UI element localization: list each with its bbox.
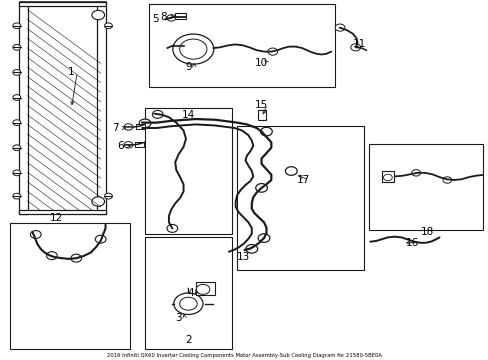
Text: 4: 4 (187, 288, 194, 298)
Circle shape (173, 293, 203, 315)
Bar (136, 125, 145, 129)
Text: 16: 16 (405, 238, 419, 248)
Circle shape (442, 177, 451, 183)
Circle shape (92, 10, 104, 20)
Bar (195, 282, 215, 295)
Text: 15: 15 (254, 100, 267, 110)
Circle shape (92, 197, 104, 206)
Circle shape (166, 15, 175, 21)
Circle shape (71, 254, 81, 262)
Bar (237, 126, 363, 270)
Circle shape (13, 69, 20, 75)
Circle shape (104, 193, 112, 199)
Circle shape (383, 174, 391, 181)
Text: 6: 6 (117, 141, 123, 151)
Text: 5: 5 (152, 14, 159, 24)
Circle shape (104, 23, 112, 29)
Circle shape (124, 141, 133, 148)
Bar (144, 237, 232, 348)
Text: 14: 14 (182, 111, 195, 121)
Text: 11: 11 (352, 39, 365, 49)
Circle shape (46, 252, 57, 260)
Circle shape (179, 297, 197, 310)
Text: 7: 7 (112, 123, 119, 133)
Circle shape (172, 34, 213, 64)
Bar (19, 210, 105, 214)
Text: 2016 Infiniti QX60 Inverter Cooling Components Motor Assembly-Sub Cooling Diagra: 2016 Infiniti QX60 Inverter Cooling Comp… (107, 352, 381, 357)
Text: 3: 3 (175, 313, 182, 323)
Bar (10, 223, 130, 348)
Text: 18: 18 (420, 227, 433, 237)
Bar (258, 110, 265, 120)
Text: 17: 17 (296, 175, 309, 185)
Circle shape (13, 44, 20, 50)
Circle shape (13, 23, 20, 29)
Circle shape (255, 184, 267, 192)
Circle shape (13, 120, 20, 126)
Bar (175, 13, 185, 19)
Circle shape (285, 167, 297, 175)
Bar (368, 144, 483, 230)
Circle shape (95, 235, 106, 243)
Circle shape (334, 24, 344, 31)
Bar (135, 142, 144, 147)
Text: 1: 1 (68, 67, 75, 77)
Circle shape (196, 284, 209, 294)
Circle shape (13, 170, 20, 176)
Circle shape (350, 44, 360, 51)
Bar (19, 3, 28, 214)
Circle shape (258, 234, 269, 242)
Circle shape (411, 170, 420, 176)
Text: 12: 12 (50, 213, 63, 222)
Circle shape (166, 225, 177, 232)
Bar (144, 108, 232, 234)
Circle shape (13, 95, 20, 100)
Circle shape (260, 127, 272, 136)
Bar (19, 2, 105, 6)
Circle shape (124, 124, 133, 130)
Circle shape (13, 145, 20, 150)
Bar (149, 4, 334, 87)
Text: 2: 2 (185, 334, 191, 345)
Text: 8: 8 (161, 12, 167, 22)
Circle shape (245, 244, 257, 253)
Circle shape (179, 39, 206, 59)
Text: 10: 10 (254, 58, 267, 68)
Text: 13: 13 (236, 252, 250, 262)
Circle shape (152, 111, 163, 118)
Circle shape (139, 119, 151, 128)
Text: 9: 9 (185, 62, 191, 72)
Bar (97, 3, 106, 214)
Circle shape (13, 193, 20, 199)
Circle shape (267, 48, 277, 55)
Bar (381, 171, 393, 182)
Circle shape (30, 230, 41, 238)
